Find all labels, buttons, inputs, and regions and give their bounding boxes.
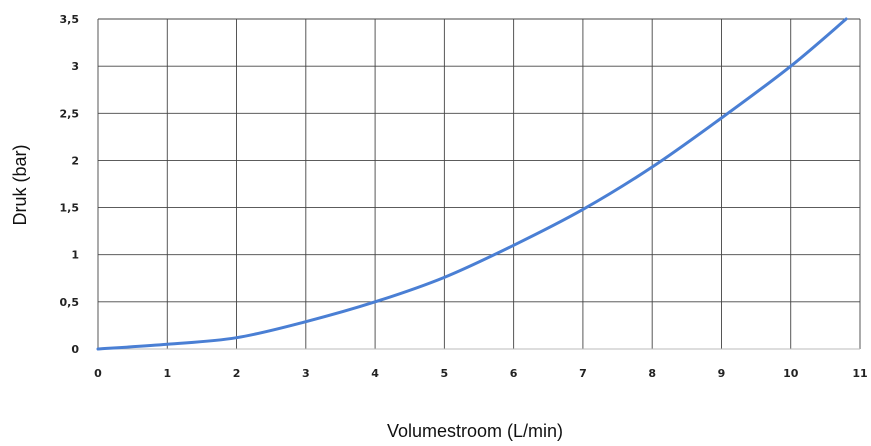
y-tick-label: 1 [71, 249, 79, 262]
x-tick-label: 1 [163, 367, 171, 380]
x-tick-label: 8 [648, 367, 656, 380]
x-tick-label: 6 [510, 367, 518, 380]
y-tick-label: 3 [71, 60, 79, 73]
y-tick-label: 2 [71, 154, 79, 167]
y-axis-label: Druk (bar) [10, 144, 30, 225]
y-tick-label: 3,5 [60, 13, 80, 26]
chart-grid [97, 18, 861, 350]
x-tick-label: 7 [579, 367, 587, 380]
y-tick-labels: 0 0,5 1 1,5 2 2,5 3 3,5 [60, 13, 80, 356]
x-tick-label: 10 [783, 367, 799, 380]
x-tick-label: 9 [718, 367, 726, 380]
series-layer [96, 17, 848, 351]
x-tick-label: 2 [233, 367, 241, 380]
y-tick-label: 2,5 [60, 107, 80, 120]
y-tick-label: 0 [71, 343, 79, 356]
series-line [96, 17, 848, 351]
y-tick-label: 1,5 [60, 202, 80, 215]
x-tick-label: 3 [302, 367, 310, 380]
x-tick-label: 11 [852, 367, 867, 380]
x-tick-labels: 0 1 2 3 4 5 6 7 8 9 10 11 [94, 367, 867, 380]
x-tick-label: 0 [94, 367, 102, 380]
x-tick-label: 5 [441, 367, 449, 380]
y-tick-label: 0,5 [60, 296, 80, 309]
x-axis-label: Volumestroom (L/min) [387, 421, 563, 441]
x-tick-label: 4 [371, 367, 379, 380]
